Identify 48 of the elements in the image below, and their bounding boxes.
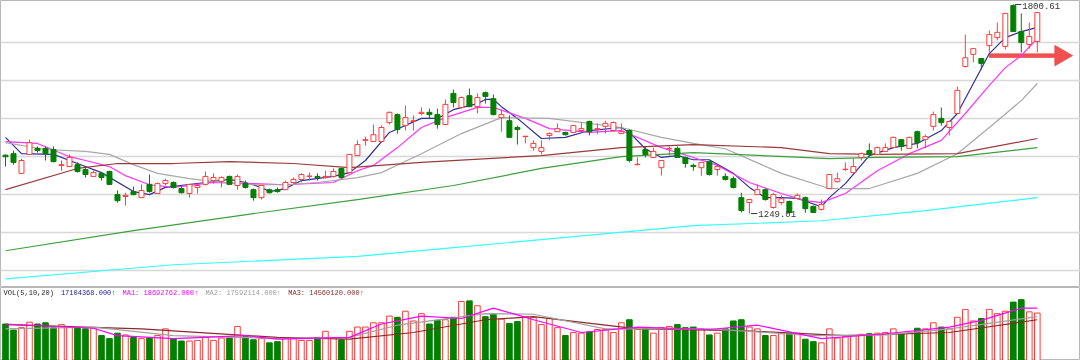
bar — [458, 300, 465, 360]
bar — [898, 333, 905, 360]
candlestick — [146, 174, 153, 194]
bar — [314, 336, 321, 360]
bar — [122, 334, 129, 360]
bar — [90, 327, 97, 360]
bar — [562, 335, 569, 360]
candlestick — [954, 86, 961, 114]
candlestick — [442, 98, 449, 125]
bar — [866, 333, 873, 360]
bar — [786, 333, 793, 360]
bar — [698, 328, 705, 360]
candlestick — [498, 109, 505, 133]
candlestick — [938, 106, 945, 127]
candlestick — [474, 92, 481, 114]
bar — [586, 331, 593, 360]
bar — [146, 337, 153, 360]
candlestick — [394, 112, 401, 135]
bar — [138, 338, 145, 360]
bar — [474, 305, 481, 360]
candlestick — [962, 34, 969, 69]
bar — [706, 334, 713, 360]
bar — [130, 336, 137, 360]
bar — [626, 319, 633, 360]
bar — [906, 332, 913, 360]
bar — [498, 318, 505, 360]
candlestick — [1026, 21, 1033, 50]
candlestick — [466, 87, 473, 108]
annotation: 1249.01 — [758, 209, 797, 220]
annotation: 1800.61 — [1022, 2, 1061, 13]
bar — [794, 332, 801, 360]
bar — [642, 328, 649, 360]
bar — [466, 300, 473, 360]
bar — [338, 339, 345, 360]
candlestick — [738, 192, 745, 213]
bar — [714, 332, 721, 360]
bar — [978, 318, 985, 360]
candlestick — [986, 29, 993, 53]
candlestick — [1018, 12, 1025, 53]
candlestick — [666, 145, 673, 157]
candlestick — [930, 111, 937, 132]
bar — [442, 319, 449, 360]
bar — [226, 337, 233, 360]
bar — [450, 316, 457, 360]
bar — [394, 316, 401, 360]
bar — [762, 335, 769, 360]
bar — [258, 338, 265, 360]
bar — [634, 328, 641, 360]
